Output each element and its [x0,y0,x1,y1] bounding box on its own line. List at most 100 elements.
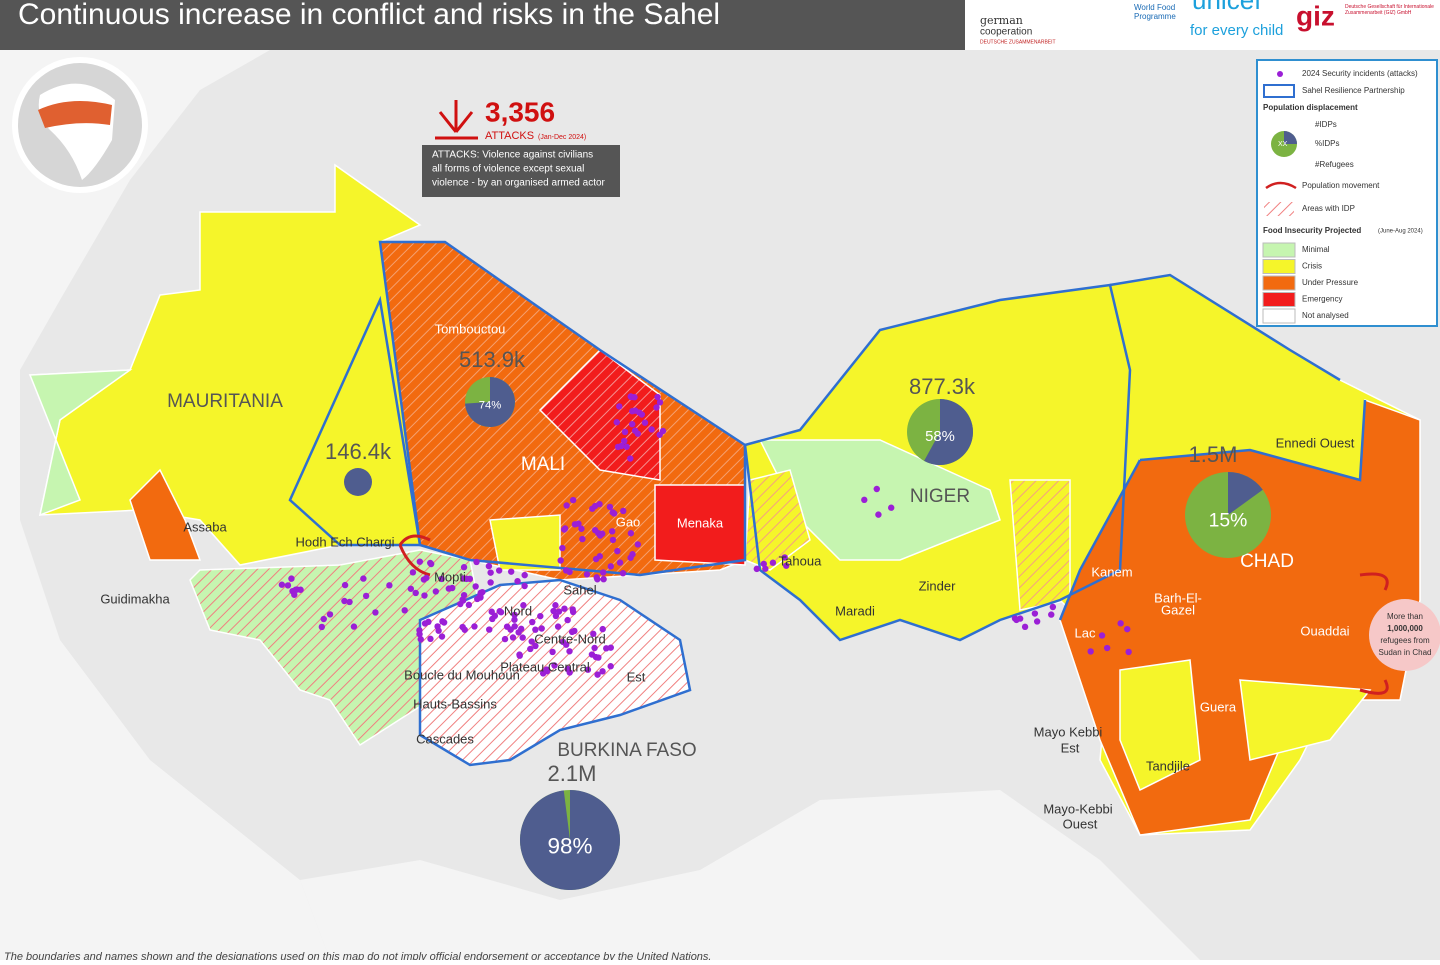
incident-dot [537,612,544,620]
incident-dot [578,525,585,532]
incident-dot [551,662,558,669]
region-label: Est [627,669,646,684]
pie-wedge [520,790,621,890]
incident-dot [569,606,576,613]
incident-dot [521,571,528,579]
incident-dot [438,633,446,640]
incident-dot [563,502,570,509]
legend-label: Under Pressure [1302,278,1359,287]
incident-dot [620,437,628,445]
incident-dot [1087,648,1094,655]
incident-dot [509,634,517,641]
region-label: Menaka [677,515,724,530]
incident-dot [401,607,408,614]
pie-share-label: 58% [925,429,955,445]
incident-dot [421,620,429,627]
incident-dot [511,616,518,623]
legend-pie-wedge [1284,131,1297,144]
incident-dot [416,630,423,638]
incident-dot [590,630,597,638]
region-label: Mayo Kebbi [1034,724,1103,739]
incident-dot [421,592,428,599]
incident-dot [528,638,535,645]
incident-dot [559,544,566,552]
pie-share-label: 15% [1209,510,1248,532]
region-label: Hauts-Bassins [413,696,497,711]
pie-total: 2.1M [548,761,597,786]
incident-dot [861,496,868,504]
pie-wedge [924,399,973,465]
incident-dot [284,582,292,589]
logo-bar [965,0,1440,50]
incident-dot [1103,644,1111,652]
region-label: Tandjile [1146,758,1190,773]
incident-dot [372,609,379,616]
incident-dot [596,532,604,539]
incident-dot [1021,623,1029,631]
region-label: Plateau Central [500,659,590,674]
incident-dot [595,654,602,661]
incident-dot [656,431,663,438]
incident-dot [473,558,480,566]
ocean [0,50,330,960]
legend-label: #IDPs [1315,120,1337,129]
region-label: Boucle du Mouhoun [404,667,520,682]
chad-crisis-2 [1239,679,1372,761]
incident-dot [619,569,627,577]
incident-dot [583,571,591,578]
incident-dot [634,541,642,548]
incident-dot [653,404,660,411]
incident-dot [631,394,638,401]
legend-label: Not analysed [1302,311,1349,320]
ocean-south [300,790,1200,960]
incident-dot [753,565,761,573]
incident-dot [599,569,607,576]
title: Continuous increase in conflict and risk… [18,0,720,31]
incident-dot [1049,603,1057,611]
incident-dot [627,554,634,561]
menaka [654,484,746,566]
incident-dot [477,594,484,601]
incident-dot [627,455,634,462]
legend-label: Emergency [1302,295,1342,304]
incident-dot [1117,620,1124,627]
legend-idp-swatch [1264,202,1294,216]
incident-dot [584,666,592,673]
incident-dot [1125,648,1132,656]
attacks-period: (Jan-Dec 2024) [538,134,586,141]
incident-dot [520,602,527,609]
incident-dot [501,635,509,643]
incident-dot [620,507,627,515]
incident-dot [465,601,473,609]
incident-dot [609,536,617,544]
incident-dot [607,644,614,651]
incident-dot [552,612,560,620]
incident-dot [532,626,539,633]
incident-dot [641,419,649,426]
annotation-text: More than [1387,612,1423,621]
legend-dot [1277,71,1283,77]
assaba-area [129,468,202,561]
legend-heading: Food Insecurity Projected [1263,226,1361,235]
incident-dot [596,553,604,560]
incident-dot [362,592,370,600]
incident-dot [291,591,298,598]
incident-dot [621,428,629,436]
incident-dot [634,430,642,437]
region-label: Sahel [563,582,596,597]
mali-crisis [489,514,561,571]
incident-dot [571,627,578,635]
logo-text: unicef [1192,0,1262,15]
incident-dot [599,668,606,675]
legend-label: (June-Aug 2024) [1378,229,1423,235]
region-label: Kanem [1091,564,1132,579]
pie-total: 513.9k [459,347,526,372]
incident-dot [439,618,446,625]
incident-dot [623,443,630,450]
legend-label: Population movement [1302,181,1380,190]
incident-dot [557,557,564,564]
incident-dot [591,644,598,652]
logo-giz-box: Deutsche Gesellschaft für Internationale… [1345,4,1434,16]
country-label: MALI [521,454,565,475]
